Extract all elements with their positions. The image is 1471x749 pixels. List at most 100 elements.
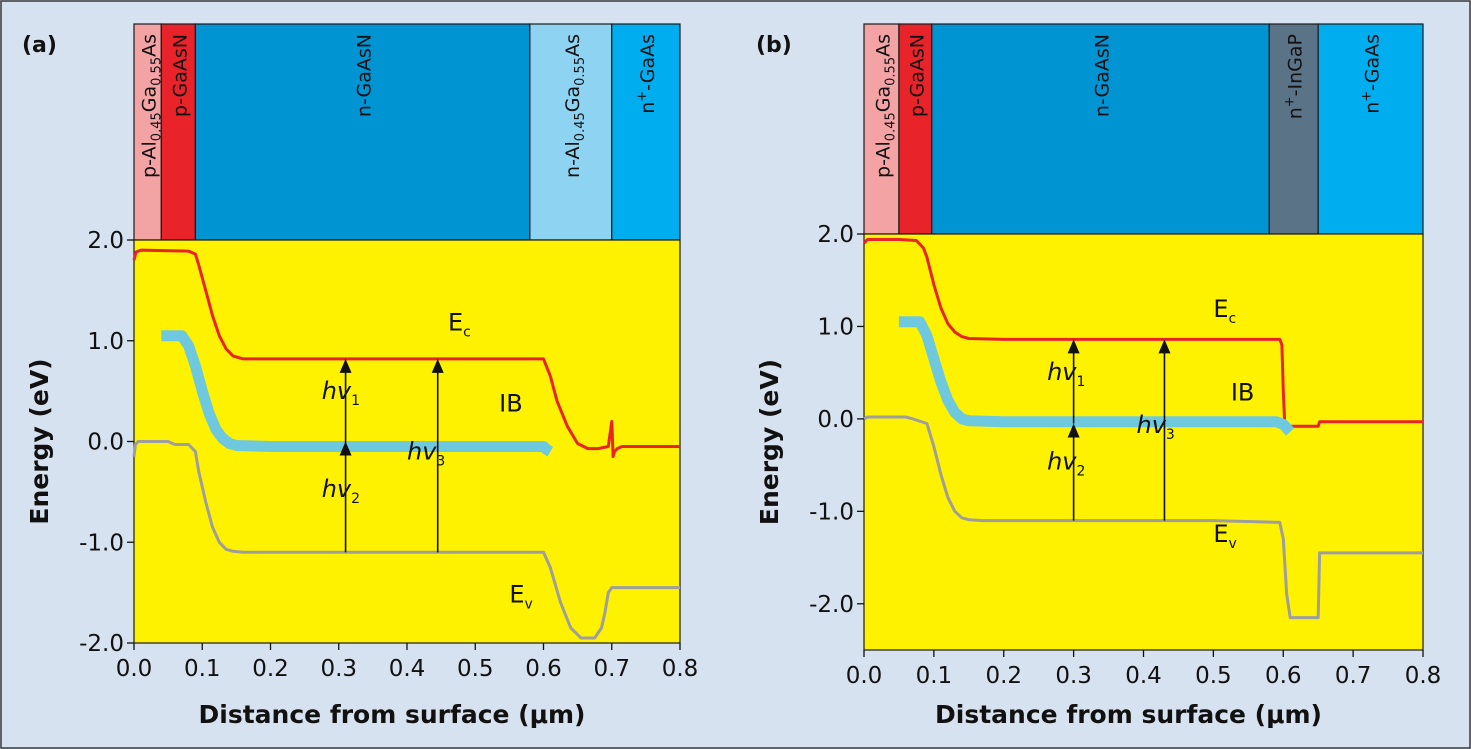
layer-label-base: p-Al: [872, 141, 894, 178]
annotation-base: hv: [1047, 448, 1077, 476]
layer-label-sub: 0.45: [883, 112, 898, 141]
series-ib: [898, 316, 1295, 436]
annotation-base: hv: [322, 377, 352, 405]
transition-arrow-1: [1067, 339, 1080, 424]
x-axis-label: Distance from surface (μm): [935, 700, 1322, 729]
x-tick-label: 0.0: [116, 656, 153, 682]
annotation-base: hv: [322, 475, 352, 503]
layer-label-1: p-GaAsN: [906, 34, 928, 117]
annotation-0: Ec: [448, 309, 471, 341]
x-tick-label: 0.8: [662, 656, 699, 682]
annotation-sub: 2: [351, 491, 360, 507]
arrow-head: [431, 358, 444, 373]
annotation-sub: 3: [436, 454, 445, 470]
layer-0: [133, 23, 162, 241]
x-tick-label: 0.3: [1055, 663, 1092, 689]
y-tick-label: 1.0: [87, 329, 124, 355]
annotation-base: hv: [1137, 411, 1167, 439]
layer-label-mid: Ga: [562, 86, 584, 112]
layer-label-base: p-Al: [139, 141, 161, 178]
annotation-2: IB: [499, 389, 523, 417]
x-tick-label: 0.7: [593, 656, 630, 682]
layer-label-tail: As: [139, 34, 161, 57]
layer-label-3: n+-InGaP: [1283, 34, 1307, 119]
annotation-1: hv1: [322, 377, 360, 409]
y-axis-label: Energy (eV): [25, 358, 54, 524]
annotation-0: Ec: [1213, 295, 1236, 327]
layer-label-base: p-GaAsN: [169, 34, 191, 117]
layer-4: [611, 23, 681, 241]
panel-label: (a): [22, 33, 57, 58]
layer-label-tail: -InGaP: [1285, 34, 1307, 96]
arrow-head: [339, 441, 352, 456]
transition-arrow-0: [1067, 423, 1080, 521]
layer-label-mid: Ga: [872, 86, 894, 112]
annotation-base: E: [509, 581, 524, 609]
annotation-base: E: [1213, 295, 1228, 323]
layer-label-sup: +: [635, 91, 650, 102]
x-tick-label: 0.6: [1265, 663, 1302, 689]
series-ec: [132, 248, 680, 459]
x-tick-label: 0.4: [1125, 663, 1162, 689]
layer-label-0: p-Al0.45Ga0.55As: [872, 34, 898, 178]
arrow-head: [1158, 339, 1171, 354]
annotation-sub: 3: [1166, 427, 1175, 443]
layer-label-4: n+-GaAs: [635, 34, 659, 114]
layer-label-3: n-Al0.45Ga0.55As: [562, 34, 588, 178]
annotation-base: E: [448, 309, 463, 337]
y-axis-label: Energy (eV): [755, 359, 784, 525]
layer-label-mid: Ga: [139, 86, 161, 112]
annotation-base: IB: [1231, 378, 1255, 406]
layer-label-base: n: [1362, 102, 1384, 114]
annotation-4: hv2: [1047, 448, 1085, 480]
annotation-1: hv1: [1047, 358, 1085, 390]
layer-1: [160, 23, 197, 241]
layer-4: [1317, 23, 1424, 235]
x-tick-label: 0.8: [1405, 663, 1442, 689]
annotation-2: IB: [1231, 378, 1255, 406]
layer-label-sub: 0.55: [573, 57, 588, 86]
layer-label-2: n-GaAsN: [354, 34, 376, 117]
arrow-head: [1067, 339, 1080, 354]
layer-2: [931, 23, 1270, 235]
layer-label-tail: As: [562, 34, 584, 57]
series-ib: [161, 330, 554, 457]
x-tick-label: 0.5: [457, 656, 494, 682]
annotation-sub: c: [1229, 311, 1237, 327]
y-tick-label: 2.0: [817, 222, 854, 248]
annotation-sub: 1: [1076, 374, 1085, 390]
x-tick-label: 0.4: [389, 656, 426, 682]
annotation-base: hv: [407, 438, 437, 466]
layer-label-base: n: [637, 102, 659, 114]
transition-arrow-0: [339, 441, 352, 553]
layer-label-tail: As: [872, 34, 894, 57]
series-ev: [863, 415, 1423, 620]
layer-3: [529, 23, 613, 241]
annotation-sub: v: [1229, 536, 1237, 552]
layer-label-2: n-GaAsN: [1092, 34, 1114, 117]
arrow-head: [339, 358, 352, 373]
annotation-4: hv2: [322, 475, 360, 507]
y-tick-label: 0.0: [817, 407, 854, 433]
layer-label-base: n-GaAsN: [1092, 34, 1114, 117]
layer-label-4: n+-GaAs: [1360, 34, 1384, 114]
y-tick-label: 2.0: [87, 228, 124, 254]
y-tick-label: 0.0: [87, 430, 124, 456]
arrow-head: [1067, 423, 1080, 438]
series-ev: [132, 440, 680, 640]
annotation-3: hv3: [1137, 411, 1175, 443]
layer-label-base: n-Al: [562, 141, 584, 178]
layer-label-tail: -GaAs: [1362, 34, 1384, 91]
x-tick-label: 0.2: [985, 663, 1022, 689]
annotation-5: Ev: [1213, 520, 1236, 552]
layer-label-tail: -GaAs: [637, 34, 659, 91]
annotation-sub: 1: [351, 393, 360, 409]
layer-label-sup: +: [1360, 91, 1375, 102]
x-tick-label: 0.5: [1195, 663, 1232, 689]
layer-label-1: p-GaAsN: [169, 34, 191, 117]
layer-label-base: p-GaAsN: [906, 34, 928, 117]
layer-label-sup: +: [1283, 96, 1298, 107]
x-tick-label: 0.0: [846, 663, 883, 689]
y-tick-label: -1.0: [809, 499, 854, 525]
transition-arrow-1: [339, 358, 352, 447]
